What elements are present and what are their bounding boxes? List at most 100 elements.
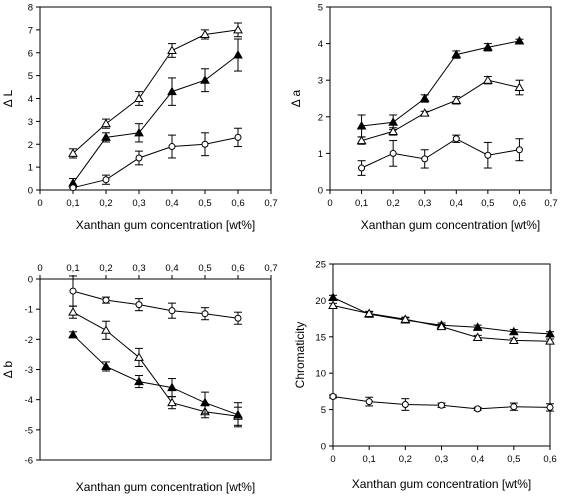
- data-point: [388, 126, 399, 135]
- data-point: [436, 321, 447, 331]
- series-line: [361, 79, 520, 142]
- y-tick-label: -1: [25, 305, 33, 316]
- data-point: [234, 314, 242, 322]
- data-point: [452, 135, 460, 143]
- series-filled-triangle: [68, 329, 243, 428]
- x-tick-label: 0,5: [507, 454, 520, 465]
- data-point: [514, 36, 525, 45]
- panel-top-left: 0 1 2 3 4 5 6 7 8 0 0,1 0,2 0,3 0,4 0,5 0,6 0,7 Xanthan g…: [1, 3, 278, 233]
- data-point: [515, 146, 523, 154]
- data-point: [134, 376, 144, 386]
- y-tick-label: -4: [25, 395, 33, 406]
- series-open-circle: [69, 275, 242, 325]
- data-point: [329, 392, 337, 400]
- x-tick-label: 0,2: [99, 198, 112, 209]
- data-point: [101, 132, 111, 141]
- y-tick-label: 15: [315, 332, 326, 343]
- data-point: [451, 49, 462, 59]
- y-tick-label: -6: [25, 456, 33, 467]
- data-point: [421, 155, 429, 163]
- series-open-triangle: [68, 305, 243, 426]
- y-tick-label: 0: [318, 186, 323, 197]
- y-tick-label: 2: [28, 140, 33, 151]
- series-filled-triangle: [356, 36, 525, 138]
- data-point: [328, 300, 338, 309]
- data-point: [102, 296, 110, 304]
- y-tick-label: 0: [28, 186, 33, 197]
- x-tick-label: 0,4: [165, 198, 178, 209]
- series-line: [72, 29, 239, 154]
- x-tick-label: 0,7: [544, 198, 557, 209]
- series-filled-triangle: [68, 38, 243, 189]
- x-tick-label: 0,5: [198, 198, 211, 209]
- data-point: [68, 148, 78, 157]
- data-point: [484, 151, 492, 159]
- x-tick-label: 0: [330, 454, 335, 465]
- x-tick-label: 0,3: [132, 198, 145, 209]
- data-point: [389, 149, 397, 157]
- data-point: [134, 352, 144, 361]
- y-tick-label: -3: [25, 365, 33, 376]
- data-point: [474, 405, 482, 413]
- x-tick-label: 0,1: [66, 263, 79, 274]
- data-point: [438, 401, 445, 409]
- data-point: [472, 322, 483, 331]
- data-point: [167, 45, 177, 54]
- plot-frame: [39, 6, 272, 191]
- y-tick-label: 4: [28, 94, 33, 105]
- panel-top-right: 0 1 2 3 4 5 0 0,1 0,2 0,3 0,4 0,5 0,6 0,7 Xanthan gum …: [289, 3, 558, 233]
- data-point: [68, 307, 78, 316]
- data-point: [365, 398, 373, 406]
- y-tick-label: 5: [318, 3, 323, 14]
- data-point: [482, 75, 493, 84]
- series-open-circle: [329, 392, 554, 413]
- x-tick-label: 0,4: [450, 198, 463, 209]
- series-open-triangle: [68, 22, 243, 159]
- data-point: [364, 308, 375, 318]
- data-point: [508, 335, 519, 344]
- x-tick-label: 0,2: [99, 263, 112, 274]
- x-tick-label: 0,7: [264, 198, 277, 209]
- data-point: [167, 397, 177, 407]
- y-tick-label: 20: [315, 296, 326, 307]
- data-point: [68, 329, 78, 339]
- series-open-circle: [357, 134, 524, 176]
- x-tick-label: 0,3: [435, 454, 448, 465]
- series-line: [361, 138, 520, 169]
- data-point: [401, 401, 409, 409]
- data-point: [545, 336, 555, 345]
- data-point: [167, 86, 177, 96]
- data-point: [201, 140, 209, 148]
- series-line: [72, 136, 239, 189]
- series-line: [361, 40, 520, 127]
- x-tick-label: 0,7: [264, 263, 277, 274]
- y-tick-label: 5: [28, 71, 33, 82]
- data-point: [358, 164, 366, 172]
- data-point: [135, 154, 143, 162]
- x-axis-label: Xanthan gum concentration [wt%]: [361, 218, 540, 232]
- data-point: [482, 42, 493, 51]
- y-tick-label: 1: [28, 163, 33, 174]
- y-axis-label: Δ L: [1, 90, 15, 108]
- data-point: [388, 117, 399, 126]
- series-open-circle: [69, 127, 242, 192]
- y-tick-label: 6: [28, 48, 33, 59]
- y-tick-label: -5: [25, 425, 33, 436]
- x-axis-label: Xanthan gum concentration [wt%]: [76, 218, 255, 232]
- y-tick-label: 2: [318, 112, 323, 123]
- data-point: [451, 95, 462, 104]
- data-point: [102, 176, 110, 184]
- data-point: [514, 82, 525, 92]
- x-tick-label: 0,1: [363, 454, 376, 465]
- data-point: [134, 93, 144, 102]
- data-point: [508, 326, 519, 336]
- series-open-triangle: [356, 75, 525, 145]
- series-open-triangle: [328, 300, 555, 345]
- data-point: [101, 325, 111, 334]
- x-tick-label: 0,6: [543, 454, 556, 465]
- x-tick-label: 0: [327, 198, 332, 209]
- data-point: [400, 314, 411, 323]
- data-point: [510, 403, 518, 411]
- y-tick-label: 0: [28, 275, 33, 286]
